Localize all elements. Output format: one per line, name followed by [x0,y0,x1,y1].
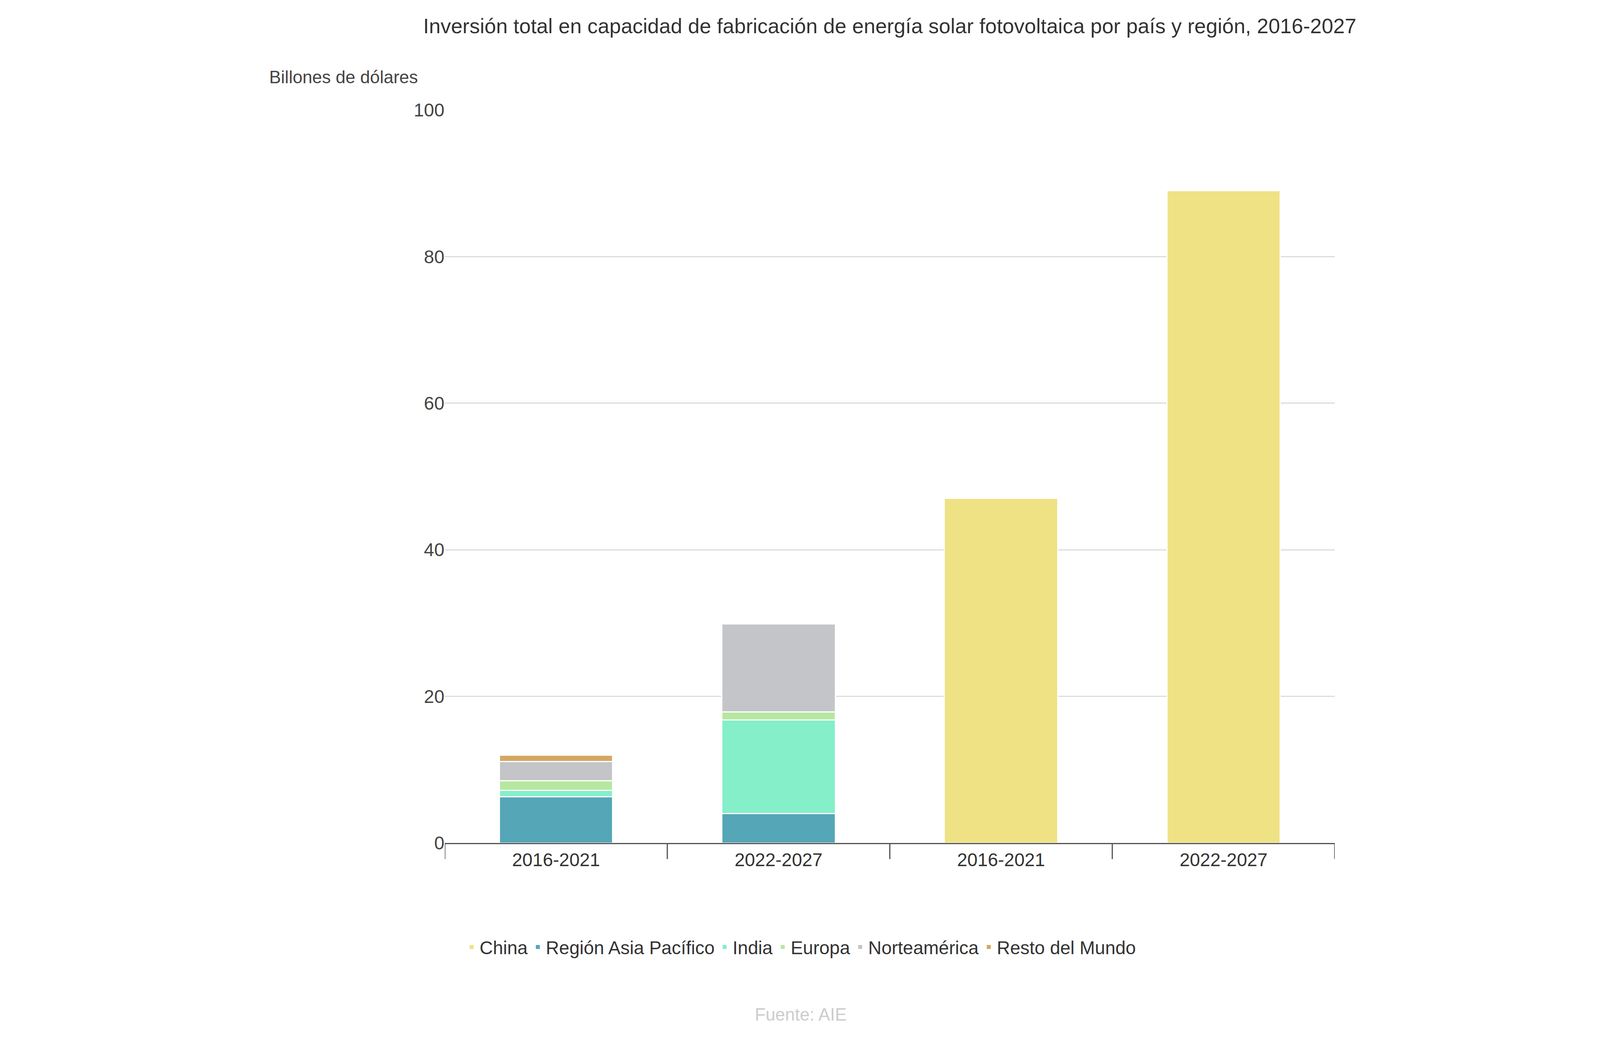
svg-text:Norteamérica: Norteamérica [868,937,979,958]
svg-text:Europa: Europa [790,937,851,958]
svg-text:2022-2027: 2022-2027 [734,849,823,870]
svg-text:0: 0 [434,832,445,854]
svg-text:Billones de dólares: Billones de dólares [269,67,418,87]
svg-text:Región Asia Pacífico: Región Asia Pacífico [546,937,715,958]
svg-text:Inversión total en capacidad d: Inversión total en capacidad de fabricac… [423,14,1357,38]
svg-text:80: 80 [424,246,445,268]
svg-text:Resto del Mundo: Resto del Mundo [996,937,1136,958]
svg-text:20: 20 [424,686,445,707]
svg-text:2022-2027: 2022-2027 [1179,849,1268,870]
svg-text:India: India [732,937,773,958]
svg-text:Fuente: AIE: Fuente: AIE [754,1004,847,1024]
svg-text:100: 100 [413,99,445,121]
svg-text:2016-2021: 2016-2021 [512,849,600,870]
svg-text:China: China [479,937,528,958]
svg-text:2016-2021: 2016-2021 [957,849,1046,870]
svg-text:40: 40 [424,539,445,560]
svg-text:60: 60 [424,392,445,414]
